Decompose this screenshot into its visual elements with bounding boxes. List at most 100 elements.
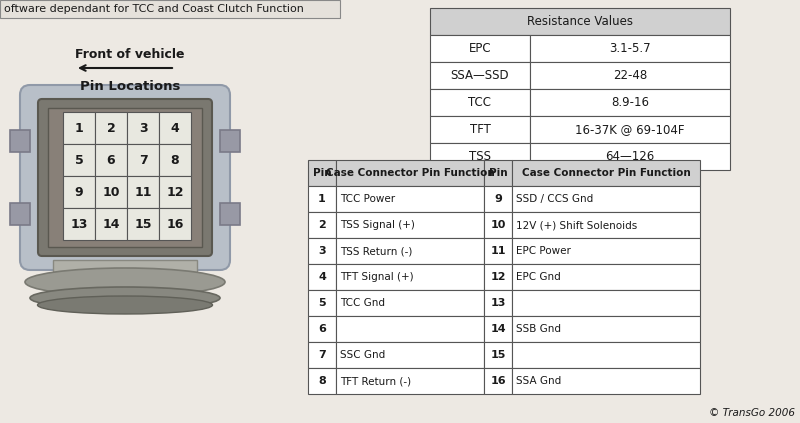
Text: TFT Signal (+): TFT Signal (+) (340, 272, 414, 282)
Bar (220, 203, 240, 225)
Bar (336, 264, 484, 290)
Bar (63, 176, 95, 208)
Bar (95, 176, 127, 208)
Bar (159, 144, 191, 176)
Ellipse shape (38, 296, 213, 314)
Bar (308, 368, 336, 394)
Bar (336, 160, 484, 186)
FancyBboxPatch shape (48, 108, 202, 247)
Text: 12: 12 (166, 186, 184, 198)
Ellipse shape (25, 268, 225, 296)
Text: 2: 2 (106, 121, 115, 135)
Text: 11: 11 (134, 186, 152, 198)
Bar (512, 342, 700, 368)
Bar (308, 342, 336, 368)
Bar (430, 62, 530, 89)
Bar (95, 112, 127, 144)
Text: EPC Gnd: EPC Gnd (516, 272, 561, 282)
Text: 3: 3 (318, 246, 326, 256)
Bar (127, 112, 159, 144)
Text: Pin Locations: Pin Locations (80, 80, 180, 93)
Text: 4: 4 (318, 272, 326, 282)
FancyBboxPatch shape (20, 85, 230, 270)
Bar (53, 260, 197, 282)
Bar (159, 208, 191, 240)
Text: TFT Return (-): TFT Return (-) (340, 376, 411, 386)
Bar (484, 342, 512, 368)
Text: 16: 16 (490, 376, 506, 386)
Text: 7: 7 (318, 350, 326, 360)
Bar (484, 238, 512, 264)
Bar (512, 160, 700, 186)
Text: 5: 5 (318, 298, 326, 308)
Text: 13: 13 (70, 217, 88, 231)
Text: TCC: TCC (469, 96, 491, 109)
Bar (336, 368, 484, 394)
Bar (95, 144, 127, 176)
Bar (10, 130, 30, 152)
Bar (512, 186, 700, 212)
Text: TCC Power: TCC Power (340, 194, 395, 204)
Bar (512, 238, 700, 264)
Bar (484, 290, 512, 316)
Text: SSA Gnd: SSA Gnd (516, 376, 562, 386)
Bar (308, 212, 336, 238)
Text: 9: 9 (494, 194, 502, 204)
Text: 1: 1 (74, 121, 83, 135)
Bar (63, 112, 95, 144)
Bar (336, 342, 484, 368)
Text: 6: 6 (106, 154, 115, 167)
Text: 8: 8 (170, 154, 179, 167)
Bar (484, 212, 512, 238)
Bar (430, 8, 730, 35)
Text: 16-37K @ 69-104F: 16-37K @ 69-104F (575, 123, 685, 136)
Bar (308, 316, 336, 342)
Text: EPC: EPC (469, 42, 491, 55)
Bar (484, 186, 512, 212)
Text: Pin: Pin (489, 168, 507, 178)
Bar (512, 290, 700, 316)
Bar (159, 176, 191, 208)
FancyBboxPatch shape (38, 99, 212, 256)
Bar (512, 368, 700, 394)
Text: 12V (+) Shift Solenoids: 12V (+) Shift Solenoids (516, 220, 638, 230)
Text: 11: 11 (490, 246, 506, 256)
Bar (308, 290, 336, 316)
Bar (430, 35, 530, 62)
Text: 12: 12 (490, 272, 506, 282)
Text: SSD / CCS Gnd: SSD / CCS Gnd (516, 194, 594, 204)
Bar (512, 264, 700, 290)
Text: 1: 1 (318, 194, 326, 204)
Bar (336, 212, 484, 238)
Bar (10, 203, 30, 225)
Text: 64—126: 64—126 (606, 150, 654, 163)
Text: 15: 15 (134, 217, 152, 231)
Bar (95, 208, 127, 240)
Text: SSA—SSD: SSA—SSD (450, 69, 510, 82)
Text: 8.9-16: 8.9-16 (611, 96, 649, 109)
Bar (430, 143, 530, 170)
Text: SSC Gnd: SSC Gnd (340, 350, 386, 360)
Bar (530, 89, 730, 116)
Bar (336, 238, 484, 264)
Bar (484, 368, 512, 394)
Text: oftware dependant for TCC and Coast Clutch Function: oftware dependant for TCC and Coast Clut… (4, 4, 304, 14)
Bar (220, 130, 240, 152)
Text: TCC Gnd: TCC Gnd (340, 298, 385, 308)
Text: 3.1-5.7: 3.1-5.7 (609, 42, 651, 55)
Text: TSS Return (-): TSS Return (-) (340, 246, 412, 256)
Text: 13: 13 (490, 298, 506, 308)
Text: 8: 8 (318, 376, 326, 386)
Bar (336, 316, 484, 342)
Text: Case Connector Pin Function: Case Connector Pin Function (326, 168, 494, 178)
Bar (127, 176, 159, 208)
Text: 6: 6 (318, 324, 326, 334)
Bar (127, 144, 159, 176)
Text: TSS: TSS (469, 150, 491, 163)
Text: Resistance Values: Resistance Values (527, 15, 633, 28)
Bar (430, 89, 530, 116)
Text: 16: 16 (166, 217, 184, 231)
Bar (0, 0, 340, 18)
Bar (484, 316, 512, 342)
Text: Front of vehicle: Front of vehicle (75, 49, 185, 61)
